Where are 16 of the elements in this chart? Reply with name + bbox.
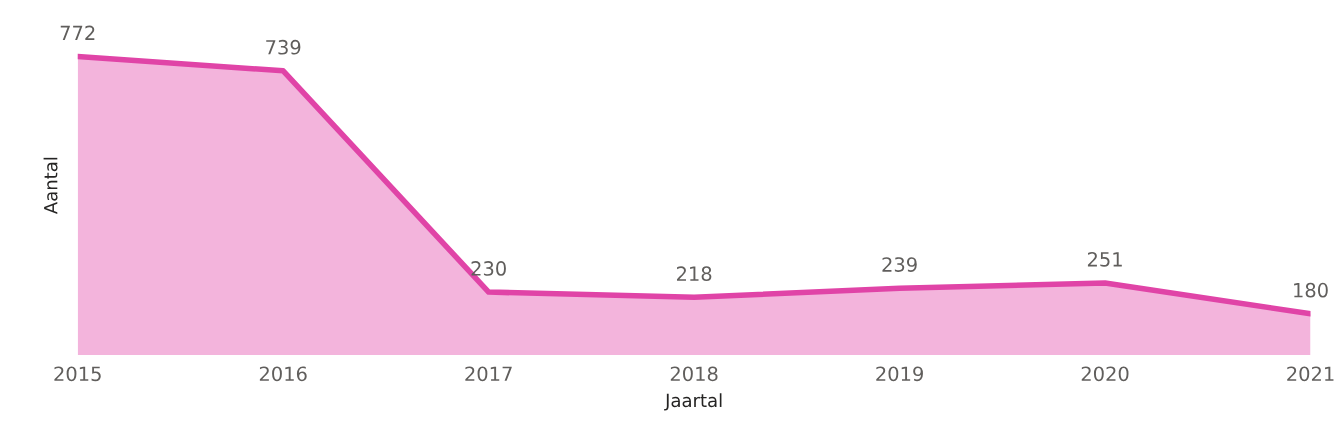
x-tick-label: 2021 <box>1287 366 1334 382</box>
x-tick-label: 2018 <box>670 366 718 382</box>
data-label: 239 <box>882 257 917 272</box>
x-tick-label: 2017 <box>465 366 512 382</box>
x-tick-label: 2015 <box>54 366 101 382</box>
data-label: 739 <box>266 39 301 55</box>
x-tick-label: 2019 <box>876 366 923 382</box>
data-label: 180 <box>1294 282 1328 298</box>
x-tick-label: 2016 <box>259 366 307 382</box>
x-tick-label: 2020 <box>1081 366 1129 382</box>
data-label: 251 <box>1087 251 1122 267</box>
data-label: 218 <box>676 266 712 282</box>
y-axis-title: Aantal <box>43 157 58 215</box>
data-label: 230 <box>471 261 506 276</box>
x-axis-title: Jaartal <box>664 393 722 411</box>
data-label: 772 <box>60 25 95 40</box>
